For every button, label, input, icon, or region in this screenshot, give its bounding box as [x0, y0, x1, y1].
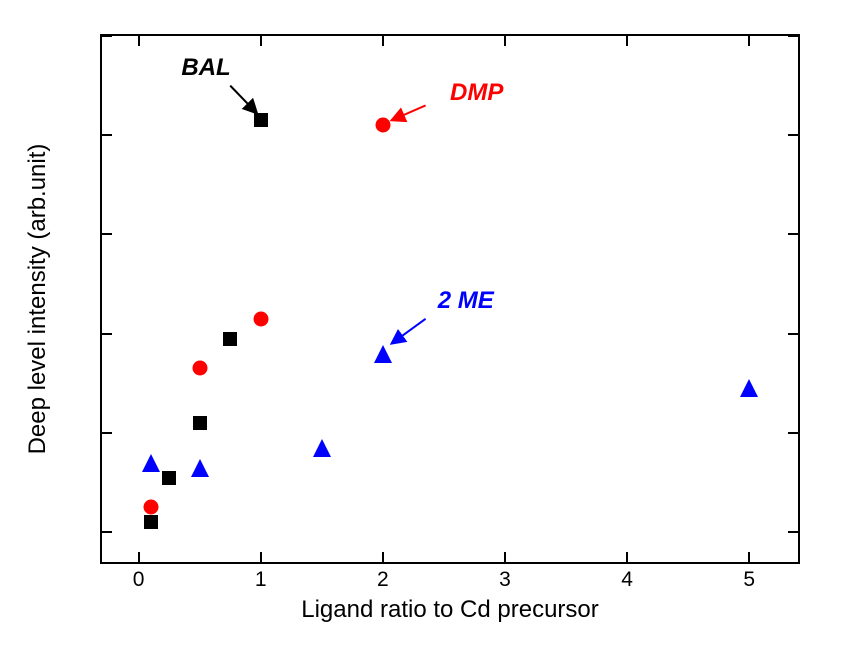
x-tick	[260, 36, 262, 46]
chart-frame: Ligand ratio to Cd precursor Deep level …	[0, 0, 855, 663]
y-tick	[788, 134, 798, 136]
annotation-DMP: DMP	[450, 79, 503, 107]
marker-BAL	[223, 332, 237, 346]
x-tick	[748, 36, 750, 46]
marker-DMP	[375, 118, 390, 133]
y-tick	[788, 233, 798, 235]
x-axis-label: Ligand ratio to Cd precursor	[301, 596, 599, 624]
x-tick	[748, 552, 750, 562]
marker-BAL	[162, 471, 176, 485]
marker-DMP	[192, 361, 207, 376]
x-tick-label: 5	[743, 568, 755, 592]
x-tick	[626, 36, 628, 46]
plot-area: Ligand ratio to Cd precursor Deep level …	[100, 34, 800, 564]
y-tick	[788, 35, 798, 37]
y-tick	[102, 531, 112, 533]
y-axis-label: Deep level intensity (arb.unit)	[24, 144, 52, 455]
marker-DMP	[143, 500, 158, 515]
y-tick	[102, 134, 112, 136]
x-tick-label: 3	[499, 568, 511, 592]
marker-DMP	[253, 311, 268, 326]
x-tick	[138, 552, 140, 562]
marker-2ME	[313, 439, 331, 457]
y-tick	[102, 333, 112, 335]
y-tick	[102, 432, 112, 434]
marker-2ME	[740, 379, 758, 397]
x-tick-label: 2	[377, 568, 389, 592]
marker-BAL	[193, 416, 207, 430]
x-tick	[260, 552, 262, 562]
marker-2ME	[374, 345, 392, 363]
marker-BAL	[144, 515, 158, 529]
annotation-arrow-2ME	[391, 319, 425, 344]
x-tick	[138, 36, 140, 46]
x-tick	[504, 552, 506, 562]
marker-BAL	[254, 113, 268, 127]
marker-2ME	[142, 454, 160, 472]
y-tick	[102, 35, 112, 37]
annotation-2ME: 2 ME	[438, 287, 494, 315]
marker-2ME	[191, 459, 209, 477]
annotation-BAL: BAL	[181, 54, 230, 82]
x-tick	[626, 552, 628, 562]
x-tick-label: 4	[621, 568, 633, 592]
x-tick	[382, 36, 384, 46]
x-tick-label: 0	[133, 568, 145, 592]
annotation-arrow-DMP	[391, 105, 425, 120]
y-tick	[788, 432, 798, 434]
y-tick	[788, 333, 798, 335]
y-tick	[788, 531, 798, 533]
y-tick	[102, 233, 112, 235]
x-tick	[504, 36, 506, 46]
x-tick-label: 1	[255, 568, 267, 592]
x-tick	[382, 552, 384, 562]
annotation-arrow-BAL	[230, 86, 257, 114]
